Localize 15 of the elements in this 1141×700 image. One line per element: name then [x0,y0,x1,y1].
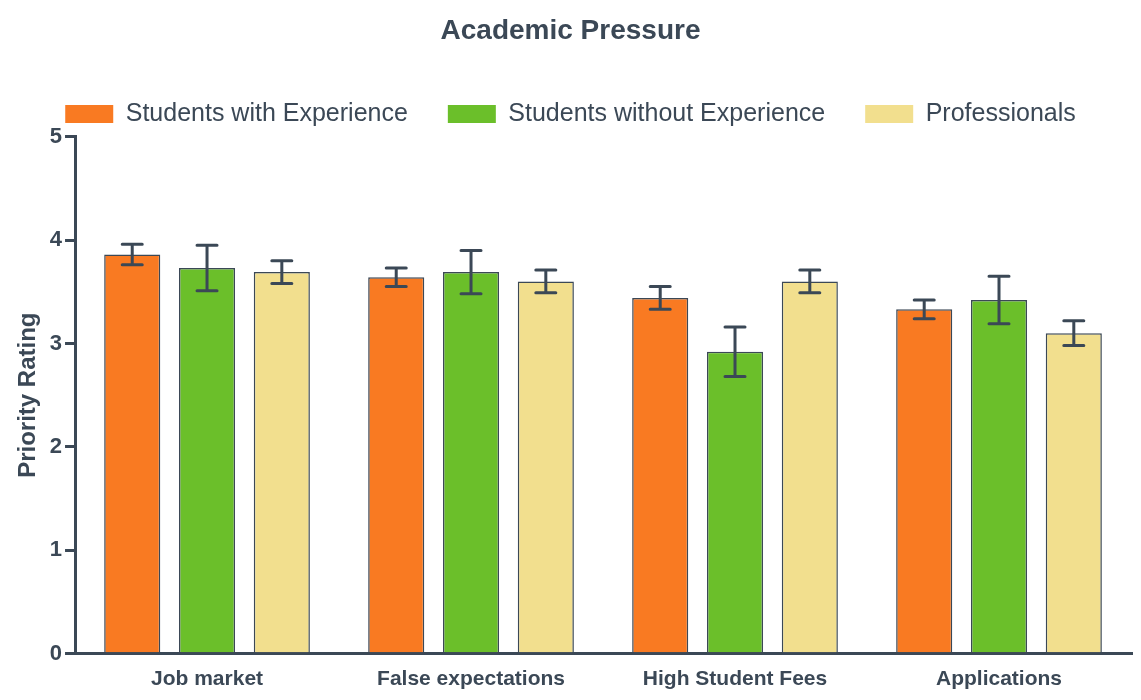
legend-label: Students without Experience [508,97,826,126]
legend-label: Professionals [925,97,1076,126]
y-tick-label: 5 [49,122,63,148]
y-tick-label: 4 [49,226,63,252]
y-tick-label: 1 [49,536,63,562]
legend-label: Students with Experience [125,97,408,126]
y-tick-label: 0 [49,639,63,665]
y-tick-label: 3 [49,329,63,355]
x-tick-label: High Student Fees [642,666,828,690]
x-tick-label: False expectations [377,666,565,690]
chart-title: Academic Pressure [440,13,701,45]
y-axis-title: Priority Rating [13,312,41,478]
y-tick-label: 2 [49,432,63,458]
x-tick-label: Job market [151,666,264,690]
x-tick-label: Applications [936,666,1063,690]
